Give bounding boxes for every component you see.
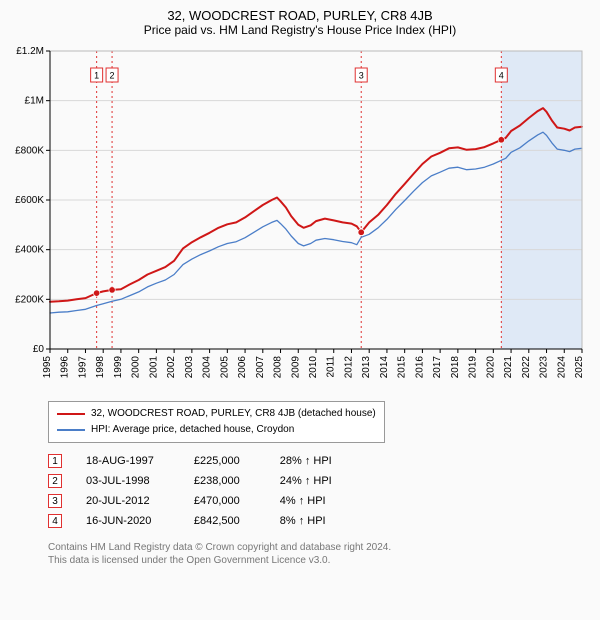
transaction-date: 18-AUG-1997 — [72, 451, 164, 471]
legend: 32, WOODCREST ROAD, PURLEY, CR8 4JB (det… — [48, 401, 385, 443]
transaction-delta: 28% ↑ HPI — [250, 451, 342, 471]
svg-text:£600K: £600K — [15, 195, 44, 206]
svg-text:2024: 2024 — [556, 356, 567, 379]
svg-text:2004: 2004 — [202, 356, 213, 379]
transaction-price: £225,000 — [164, 451, 250, 471]
transaction-marker: 2 — [48, 474, 62, 488]
svg-text:2021: 2021 — [503, 356, 514, 379]
svg-text:4: 4 — [499, 71, 504, 81]
transaction-row: 4 16-JUN-2020£842,5008% ↑ HPI — [48, 511, 342, 531]
svg-text:2002: 2002 — [166, 356, 177, 379]
transaction-row: 2 03-JUL-1998£238,00024% ↑ HPI — [48, 471, 342, 491]
svg-text:1997: 1997 — [77, 356, 88, 379]
svg-text:2006: 2006 — [237, 356, 248, 379]
transaction-delta: 4% ↑ HPI — [250, 491, 342, 511]
chart: 1 2 3 4 £0 £200K £400K £600K £800K £1M £1.2M 1995 19… — [8, 45, 592, 389]
svg-text:2003: 2003 — [184, 356, 195, 379]
svg-text:2020: 2020 — [485, 356, 496, 379]
svg-text:2023: 2023 — [539, 356, 550, 379]
transaction-price: £470,000 — [164, 491, 250, 511]
footnote: Contains HM Land Registry data © Crown c… — [48, 541, 592, 567]
footnote-line-1: Contains HM Land Registry data © Crown c… — [48, 542, 391, 553]
svg-text:2012: 2012 — [343, 356, 354, 379]
svg-text:£200K: £200K — [15, 294, 44, 305]
chart-title: 32, WOODCREST ROAD, PURLEY, CR8 4JB — [8, 8, 592, 23]
transaction-date: 03-JUL-1998 — [72, 471, 164, 491]
svg-text:2015: 2015 — [397, 356, 408, 379]
transaction-price: £842,500 — [164, 511, 250, 531]
chart-subtitle: Price paid vs. HM Land Registry's House … — [8, 23, 592, 37]
svg-text:2007: 2007 — [255, 356, 266, 379]
transaction-delta: 24% ↑ HPI — [250, 471, 342, 491]
legend-label: HPI: Average price, detached house, Croy… — [91, 422, 294, 438]
svg-text:2001: 2001 — [148, 356, 159, 379]
transaction-date: 16-JUN-2020 — [72, 511, 164, 531]
transaction-row: 3 20-JUL-2012£470,0004% ↑ HPI — [48, 491, 342, 511]
svg-text:2008: 2008 — [273, 356, 284, 379]
svg-text:2017: 2017 — [432, 356, 443, 379]
transaction-delta: 8% ↑ HPI — [250, 511, 342, 531]
svg-text:£800K: £800K — [15, 145, 44, 156]
svg-text:2011: 2011 — [326, 356, 337, 378]
svg-text:£0: £0 — [33, 344, 45, 355]
svg-text:2016: 2016 — [414, 356, 425, 379]
transaction-marker: 4 — [48, 514, 62, 528]
legend-swatch — [57, 413, 85, 415]
transaction-marker: 3 — [48, 494, 62, 508]
transaction-date: 20-JUL-2012 — [72, 491, 164, 511]
transaction-row: 1 18-AUG-1997£225,00028% ↑ HPI — [48, 451, 342, 471]
legend-row: HPI: Average price, detached house, Croy… — [57, 422, 376, 438]
svg-text:2009: 2009 — [290, 356, 301, 379]
transaction-marker: 1 — [48, 454, 62, 468]
svg-text:£1.2M: £1.2M — [16, 46, 44, 57]
svg-text:2014: 2014 — [379, 356, 390, 379]
svg-text:1: 1 — [94, 71, 99, 81]
legend-label: 32, WOODCREST ROAD, PURLEY, CR8 4JB (det… — [91, 406, 376, 422]
svg-text:£1M: £1M — [25, 96, 44, 107]
svg-text:1996: 1996 — [60, 356, 71, 379]
svg-text:2010: 2010 — [308, 356, 319, 379]
svg-text:2022: 2022 — [521, 356, 532, 379]
svg-text:2013: 2013 — [361, 356, 372, 379]
legend-swatch — [57, 429, 85, 430]
svg-text:1995: 1995 — [42, 356, 53, 379]
footnote-line-2: This data is licensed under the Open Gov… — [48, 555, 330, 566]
svg-text:2019: 2019 — [468, 356, 479, 379]
transactions-table: 1 18-AUG-1997£225,00028% ↑ HPI 2 03-JUL-199… — [48, 451, 592, 531]
svg-text:2: 2 — [110, 71, 115, 81]
svg-text:2000: 2000 — [131, 356, 142, 379]
legend-row: 32, WOODCREST ROAD, PURLEY, CR8 4JB (det… — [57, 406, 376, 422]
svg-text:2025: 2025 — [574, 356, 585, 379]
transaction-price: £238,000 — [164, 471, 250, 491]
svg-text:1999: 1999 — [113, 356, 124, 379]
svg-text:3: 3 — [359, 71, 364, 81]
svg-text:2018: 2018 — [450, 356, 461, 379]
svg-text:1998: 1998 — [95, 356, 106, 379]
svg-text:2005: 2005 — [219, 356, 230, 379]
svg-text:£400K: £400K — [15, 245, 44, 256]
chart-svg: 1 2 3 4 £0 £200K £400K £600K £800K £1M £1.2M 1995 19… — [8, 45, 592, 389]
